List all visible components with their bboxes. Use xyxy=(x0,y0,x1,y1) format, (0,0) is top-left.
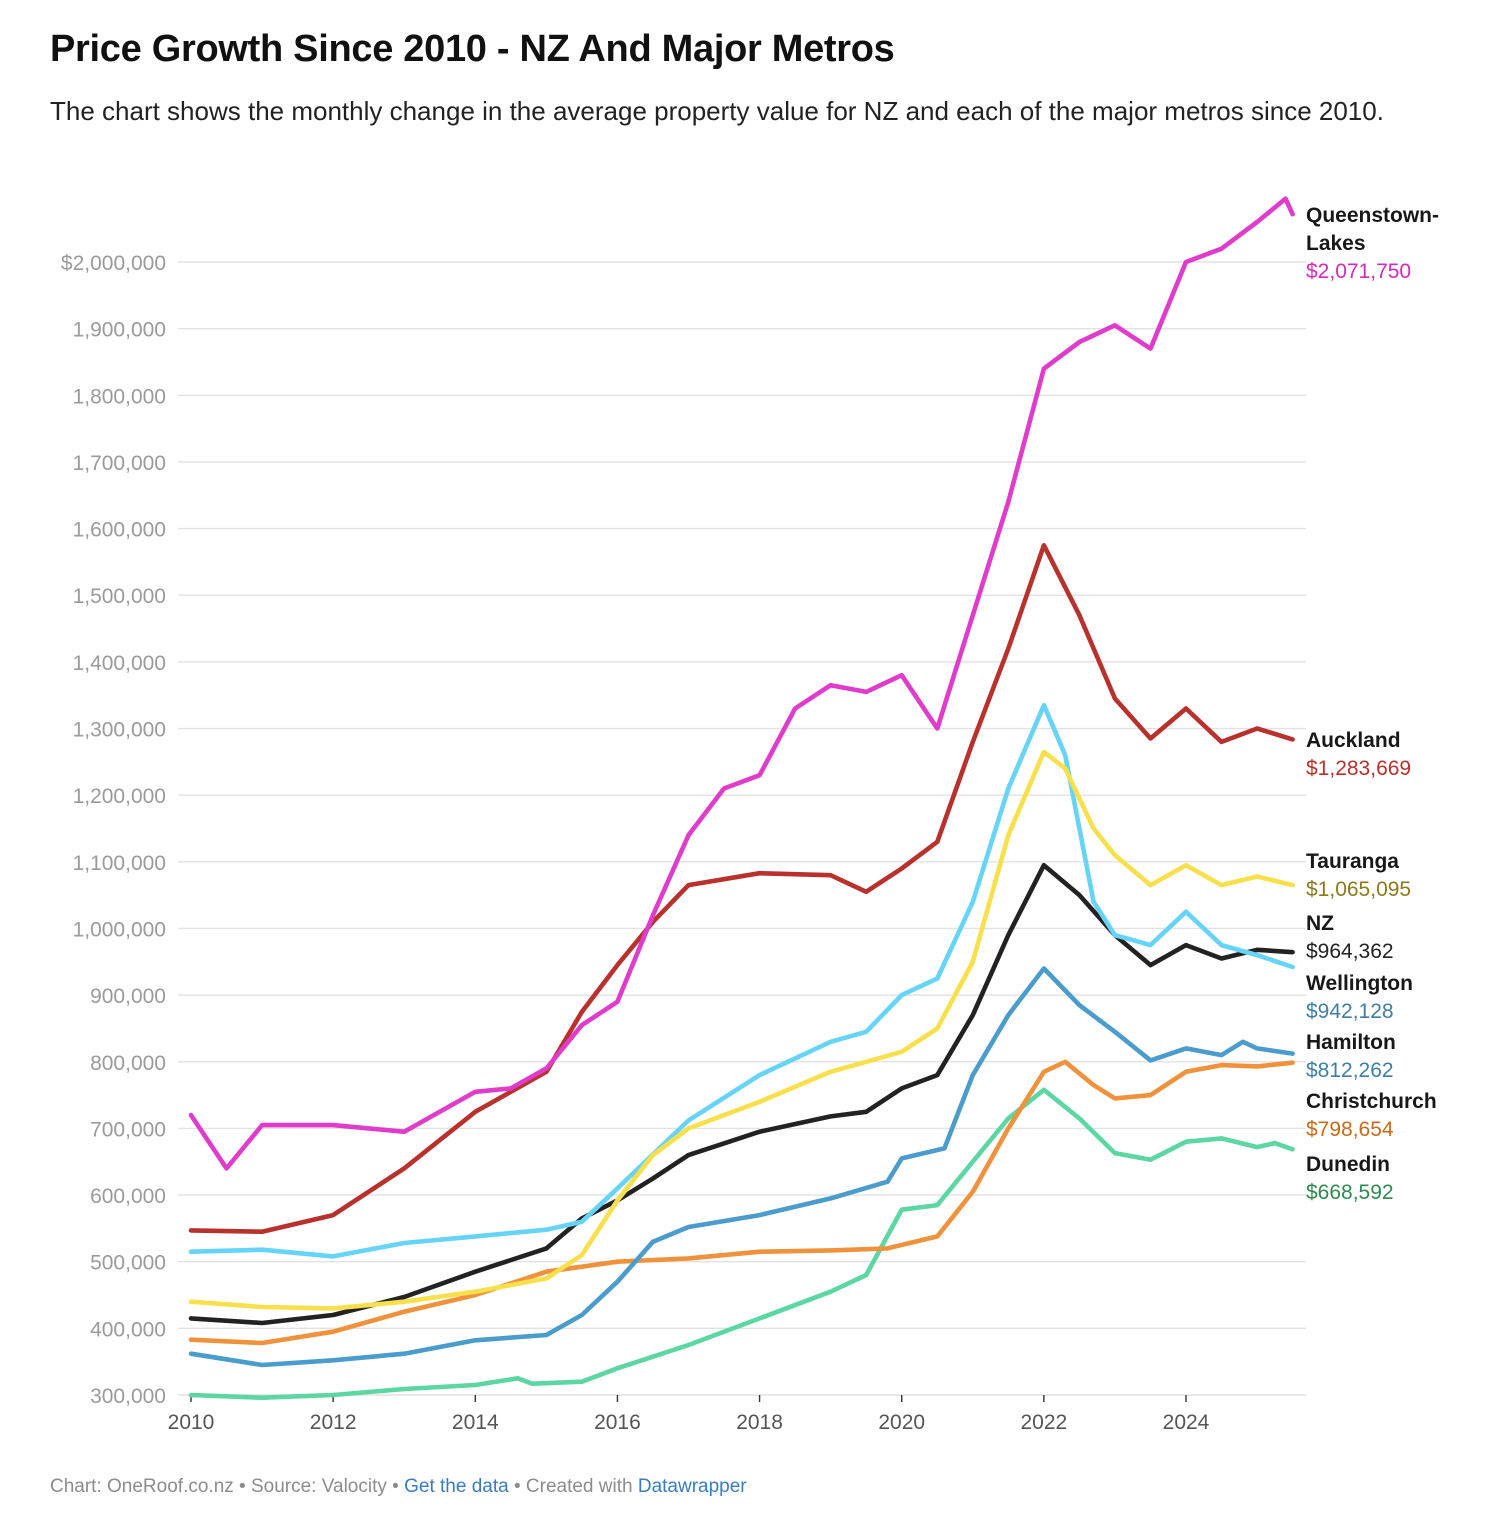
y-tick-label: 1,300,000 xyxy=(73,719,166,742)
y-tick-label: 1,600,000 xyxy=(73,519,166,542)
series-labels: Dunedin $668,592 Christchurch $798,654 Hamil… xyxy=(1306,204,1439,1204)
y-tick-label: 1,900,000 xyxy=(73,319,166,342)
series-label-nz: NZ xyxy=(1306,912,1334,935)
x-tick-label: 2014 xyxy=(452,1411,499,1434)
y-tick-label: 1,200,000 xyxy=(73,785,166,808)
y-tick-label: 1,000,000 xyxy=(73,918,166,941)
series-label-tauranga: Tauranga xyxy=(1306,850,1399,873)
series-line-dunedin xyxy=(188,1087,1295,1400)
footer-separator: • xyxy=(233,1476,251,1497)
y-tick-label: 500,000 xyxy=(90,1252,166,1275)
x-tick-label: 2022 xyxy=(1020,1411,1067,1434)
y-tick-label: 600,000 xyxy=(90,1185,166,1208)
footer-source: Source: Valocity xyxy=(250,1476,387,1497)
y-tick-label: 1,800,000 xyxy=(73,385,166,408)
series-end-value-queenstown-lakes: $2,071,750 xyxy=(1306,260,1411,283)
series-line-hamilton xyxy=(188,966,1295,1368)
series-label-auckland: Auckland xyxy=(1306,729,1401,752)
x-axis-ticks: 2010 2012 2014 2016 2018 2020 2022 2024 xyxy=(168,1395,1210,1434)
x-tick-label: 2016 xyxy=(594,1411,641,1434)
series-end-value-christchurch: $798,654 xyxy=(1306,1118,1394,1141)
series-end-value-hamilton: $812,262 xyxy=(1306,1059,1394,1082)
series-label-christchurch: Christchurch xyxy=(1306,1090,1437,1113)
series-line-nz xyxy=(188,862,1295,1326)
series-line-christchurch xyxy=(188,1059,1295,1346)
gridlines xyxy=(178,261,1306,1396)
y-tick-label: $2,000,000 xyxy=(61,252,166,275)
chart-title: Price Growth Since 2010 - NZ And Major M… xyxy=(50,28,895,70)
series-label-hamilton: Hamilton xyxy=(1306,1031,1396,1054)
y-axis-ticks: 300,000 400,000 500,000 600,000 700,000 800,0… xyxy=(61,252,166,1408)
series-end-value-tauranga: $1,065,095 xyxy=(1306,878,1411,901)
y-tick-label: 300,000 xyxy=(90,1385,166,1408)
series-label-dunedin: Dunedin xyxy=(1306,1153,1390,1176)
footer-separator: • xyxy=(508,1476,526,1497)
y-tick-label: 1,400,000 xyxy=(73,652,166,675)
series-label-queenstown-lakes: Lakes xyxy=(1306,232,1366,255)
series-line-auckland xyxy=(188,542,1295,1234)
series-lines xyxy=(188,196,1295,1400)
x-tick-label: 2020 xyxy=(878,1411,925,1434)
y-tick-label: 900,000 xyxy=(90,985,166,1008)
series-end-value-wellington: $942,128 xyxy=(1306,1000,1394,1023)
y-tick-label: 400,000 xyxy=(90,1318,166,1341)
series-line-tauranga xyxy=(188,749,1295,1311)
y-tick-label: 700,000 xyxy=(90,1118,166,1141)
x-tick-label: 2010 xyxy=(168,1411,215,1434)
x-tick-label: 2024 xyxy=(1163,1411,1210,1434)
series-label-wellington: Wellington xyxy=(1306,972,1413,995)
y-tick-label: 1,100,000 xyxy=(73,852,166,875)
datawrapper-link[interactable]: Datawrapper xyxy=(637,1476,747,1497)
y-tick-label: 800,000 xyxy=(90,1052,166,1075)
x-tick-label: 2018 xyxy=(736,1411,783,1434)
y-tick-label: 1,700,000 xyxy=(73,452,166,475)
series-line-queenstown-lakes xyxy=(188,196,1295,1171)
chart-subtitle: The chart shows the monthly change in th… xyxy=(50,96,1384,126)
series-label-queenstown-lakes: Queenstown- xyxy=(1306,204,1439,227)
footer-created-with: Created with xyxy=(525,1476,638,1497)
chart-footer: Chart: OneRoof.co.nz • Source: Valocity … xyxy=(50,1476,747,1498)
series-end-value-nz: $964,362 xyxy=(1306,940,1394,963)
footer-separator: • xyxy=(386,1476,405,1497)
series-line-wellington xyxy=(188,702,1295,1259)
series-end-value-auckland: $1,283,669 xyxy=(1306,757,1411,780)
x-tick-label: 2012 xyxy=(310,1411,357,1434)
footer-chart-by: Chart: OneRoof.co.nz xyxy=(50,1476,234,1497)
y-tick-label: 1,500,000 xyxy=(73,585,166,608)
series-end-value-dunedin: $668,592 xyxy=(1306,1181,1394,1204)
get-the-data-link[interactable]: Get the data xyxy=(404,1476,509,1497)
